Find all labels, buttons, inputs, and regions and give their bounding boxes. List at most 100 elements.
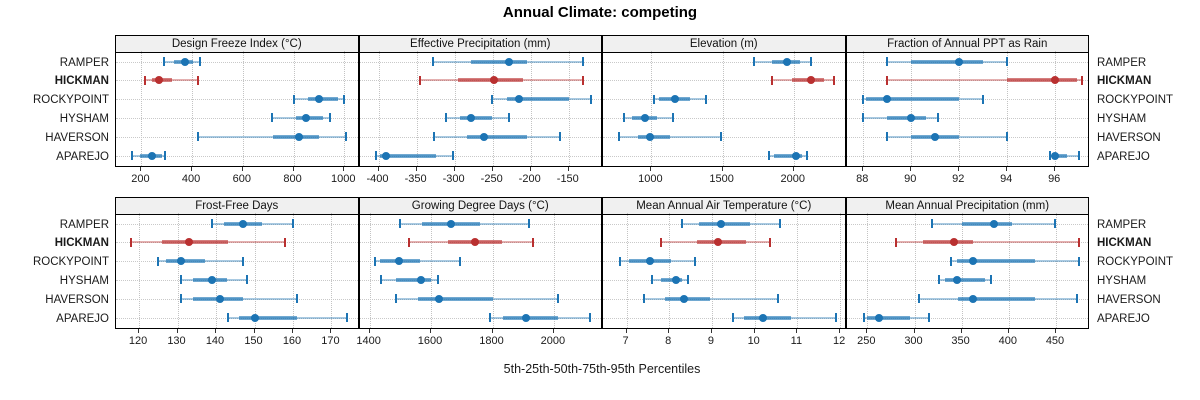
horizontal-gridline bbox=[359, 99, 601, 101]
median-dot bbox=[238, 219, 247, 228]
interval-cap bbox=[810, 57, 813, 66]
horizontal-gridline bbox=[846, 136, 1088, 138]
median-dot bbox=[646, 132, 655, 141]
axis-tick bbox=[292, 167, 294, 171]
vertical-gridline bbox=[331, 213, 333, 328]
interval-bar bbox=[865, 97, 960, 102]
axis-tick bbox=[292, 329, 293, 333]
interval-cap bbox=[395, 294, 398, 304]
row-label-right: RAMPER bbox=[1097, 218, 1147, 231]
row-label-right: ROCKYPOINT bbox=[1097, 94, 1174, 107]
median-dot bbox=[646, 257, 654, 266]
axis-tick bbox=[368, 329, 370, 333]
median-dot bbox=[1051, 76, 1060, 85]
row-label-right: HYSHAM bbox=[1097, 274, 1147, 287]
horizontal-gridline bbox=[603, 298, 845, 300]
interval-cap bbox=[295, 294, 298, 304]
panel-title: Frost-Free Days bbox=[116, 198, 358, 215]
interval-cap bbox=[1075, 294, 1078, 304]
axis-tick bbox=[710, 329, 712, 333]
axis-caption: 5th-25th-50th-75th-95th Percentiles bbox=[503, 362, 701, 376]
interval-cap bbox=[886, 57, 889, 66]
panel: Effective Precipitation (mm) bbox=[358, 35, 602, 167]
axis-tick-label: 200 bbox=[131, 173, 150, 185]
median-dot bbox=[417, 275, 426, 284]
panel-title: Effective Precipitation (mm) bbox=[359, 36, 601, 53]
axis-tick-label: 12 bbox=[832, 335, 846, 347]
vertical-gridline bbox=[867, 213, 869, 328]
horizontal-gridline bbox=[846, 317, 1088, 319]
vertical-gridline bbox=[754, 213, 756, 328]
vertical-gridline bbox=[959, 51, 961, 166]
vertical-gridline bbox=[492, 213, 494, 328]
median-dot bbox=[467, 113, 476, 122]
axis-tick-label: 11 bbox=[790, 335, 803, 347]
interval-cap bbox=[342, 94, 345, 104]
median-dot bbox=[514, 95, 523, 104]
row-label-right: ROCKYPOINT bbox=[1097, 256, 1174, 269]
interval-cap bbox=[582, 75, 585, 85]
row-label-left: HICKMAN bbox=[54, 75, 109, 88]
interval-cap bbox=[241, 256, 244, 266]
interval-cap bbox=[938, 275, 940, 285]
interval-cap bbox=[588, 313, 591, 322]
axis-tick bbox=[625, 329, 627, 333]
panel: Growing Degree Days (°C) bbox=[358, 197, 602, 329]
axis-tick-label: 7 bbox=[622, 335, 629, 347]
interval-cap bbox=[652, 94, 655, 104]
axis-tick bbox=[1007, 329, 1009, 333]
vertical-gridline bbox=[863, 51, 865, 166]
interval-cap bbox=[556, 294, 559, 304]
interval-bar bbox=[638, 134, 671, 139]
horizontal-gridline bbox=[846, 99, 1088, 101]
interval-bar bbox=[773, 153, 802, 158]
median-dot bbox=[641, 113, 650, 122]
interval-cap bbox=[558, 132, 561, 142]
interval-cap bbox=[862, 94, 865, 104]
horizontal-gridline bbox=[116, 261, 358, 263]
vertical-gridline bbox=[431, 213, 432, 328]
axis-tick bbox=[330, 329, 332, 333]
median-dot bbox=[295, 132, 304, 141]
vertical-gridline bbox=[378, 51, 380, 166]
interval-cap bbox=[927, 313, 930, 322]
axis-tick bbox=[1006, 167, 1008, 171]
row-label-left: HYSHAM bbox=[59, 112, 109, 125]
horizontal-gridline bbox=[116, 99, 358, 101]
axis-tick-label: 160 bbox=[282, 335, 302, 347]
median-dot bbox=[435, 294, 443, 303]
median-dot bbox=[1051, 151, 1060, 160]
vertical-gridline bbox=[216, 213, 217, 328]
median-dot bbox=[670, 95, 679, 104]
interval-bar bbox=[1054, 153, 1068, 158]
interval-cap bbox=[293, 94, 296, 104]
plot-area bbox=[359, 213, 601, 328]
interval-bar bbox=[887, 115, 926, 120]
horizontal-gridline bbox=[359, 261, 601, 263]
row-label-left: HYSHAM bbox=[59, 274, 109, 287]
horizontal-gridline bbox=[603, 279, 845, 281]
interval-whisker bbox=[198, 135, 347, 138]
interval-cap bbox=[144, 75, 147, 85]
median-dot bbox=[791, 151, 800, 160]
axis-tick bbox=[191, 167, 193, 171]
median-dot bbox=[907, 113, 916, 122]
vertical-gridline bbox=[961, 213, 963, 328]
interval-cap bbox=[345, 313, 348, 322]
interval-cap bbox=[1054, 219, 1057, 228]
horizontal-gridline bbox=[359, 279, 601, 281]
axis-tick-label: 92 bbox=[952, 173, 965, 185]
interval-cap bbox=[918, 294, 921, 304]
plot-area bbox=[116, 51, 358, 166]
interval-bar bbox=[507, 97, 569, 102]
axis-tick-label: 1400 bbox=[356, 335, 381, 347]
axis-tick-label: 1600 bbox=[417, 335, 443, 347]
row-label-right: HAVERSON bbox=[1097, 131, 1161, 144]
panel-title: Design Freeze Index (°C) bbox=[116, 36, 358, 53]
median-dot bbox=[759, 313, 768, 322]
panel-title: Elevation (m) bbox=[603, 36, 845, 53]
horizontal-gridline bbox=[116, 61, 358, 63]
interval-cap bbox=[198, 57, 201, 66]
median-dot bbox=[155, 76, 164, 85]
axis-tick-label: 1000 bbox=[638, 173, 663, 185]
